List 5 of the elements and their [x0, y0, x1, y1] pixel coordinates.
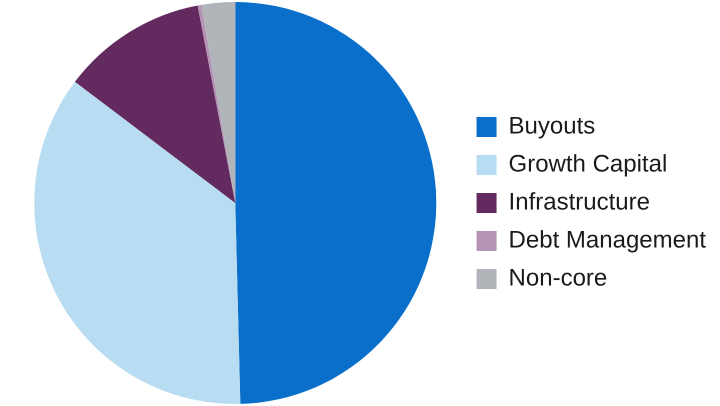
legend-label: Buyouts — [508, 112, 596, 140]
legend-label: Non-core — [508, 264, 608, 292]
legend-label: Growth Capital — [508, 150, 668, 178]
legend-label: Debt Management — [508, 226, 706, 254]
legend-label: Infrastructure — [508, 188, 650, 216]
